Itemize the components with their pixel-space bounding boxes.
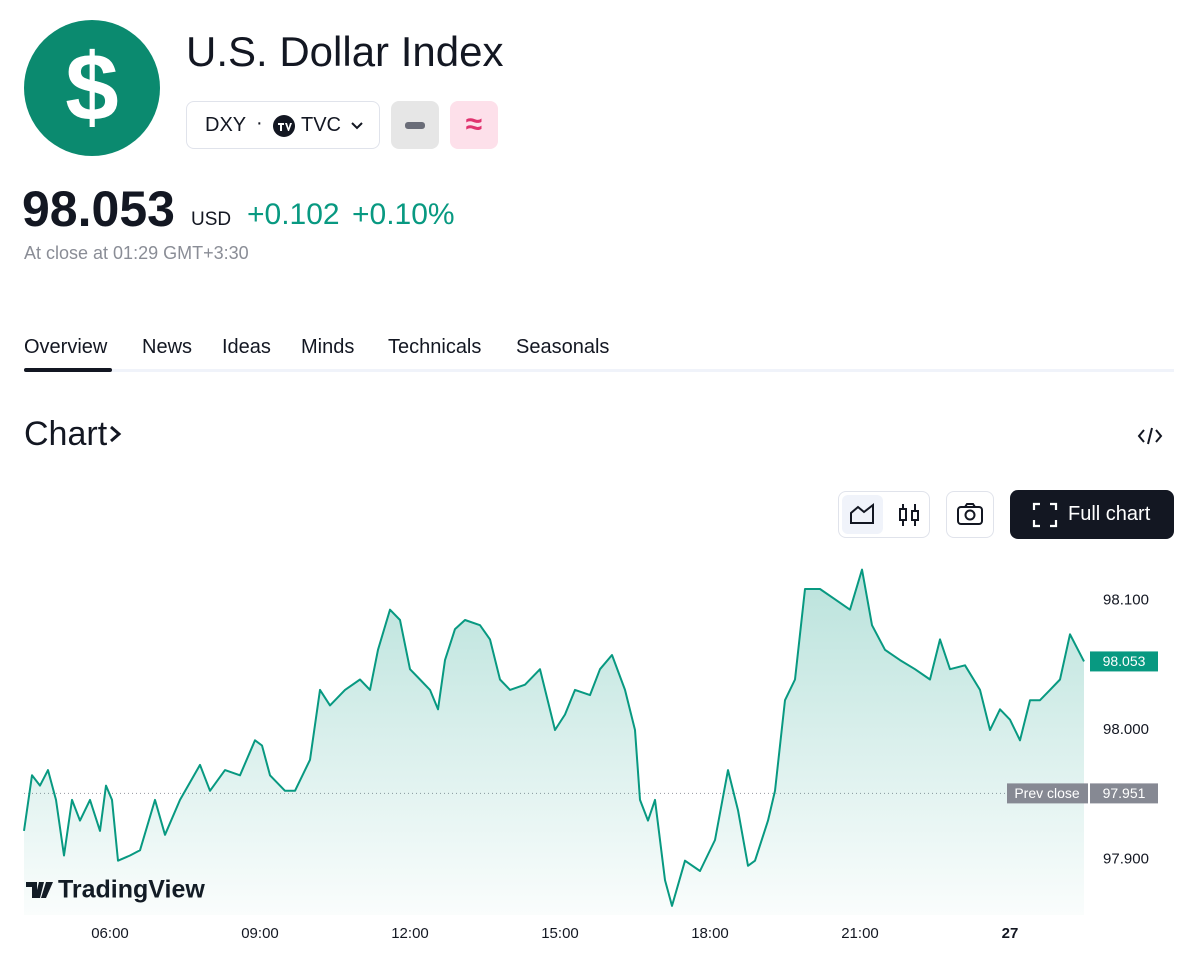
exchange: TVC: [301, 114, 341, 136]
line: [23, 568, 1085, 907]
x-tick-label: 15:00: [541, 925, 579, 942]
snapshot-button[interactable]: [946, 491, 994, 538]
chart: TradingView97.90098.00098.10006:0009:001…: [23, 568, 1158, 942]
tab[interactable]: Ideas: [222, 336, 271, 358]
prev-close-value-tag: [1090, 783, 1158, 804]
last-price: 98.053: [1103, 653, 1146, 669]
dash: [405, 122, 425, 129]
y-tick-label: 97.900: [1103, 850, 1149, 867]
pink-button[interactable]: ≈: [450, 101, 498, 149]
change-percent: +0.10%: [352, 198, 455, 231]
prev-close-tag: [1007, 783, 1088, 804]
active-tab-bar: [24, 368, 112, 372]
x-tick-label: 09:00: [241, 925, 279, 942]
x-tick-label: 06:00: [91, 925, 129, 942]
section-title[interactable]: Chart: [24, 415, 123, 454]
embed-icon[interactable]: [1137, 425, 1163, 447]
icon: $: [24, 20, 160, 156]
last-price-tag: [1090, 651, 1158, 672]
y-tick-label: 98.100: [1103, 592, 1149, 609]
area: [24, 569, 1084, 915]
tab[interactable]: Technicals: [388, 336, 482, 358]
gray-button[interactable]: [391, 101, 439, 149]
status: At close at 01:29 GMT+3:30: [24, 243, 249, 263]
title: U.S. Dollar Index: [186, 28, 504, 75]
chevron: [110, 425, 122, 443]
x-tick-label: 12:00: [391, 925, 429, 942]
area-style-button[interactable]: [842, 495, 883, 534]
separator: ·: [256, 112, 263, 134]
prev-close-label: Prev close: [1014, 785, 1080, 801]
section-title-text: Chart: [24, 415, 108, 453]
fullscreen-icon: [1032, 502, 1058, 528]
symbol-button[interactable]: DXY · TVC: [186, 101, 380, 149]
candle-icon[interactable]: [891, 496, 927, 534]
symbol: DXY: [205, 114, 247, 136]
x-tick-label: 21:00: [841, 925, 879, 942]
x-tick-label: 27: [1002, 925, 1019, 942]
exchange-logo: [273, 115, 295, 137]
prev-close-value: 97.951: [1103, 785, 1146, 801]
full-chart-label: Full chart: [1068, 503, 1151, 525]
chevron: [351, 122, 363, 130]
currency: USD: [191, 209, 232, 230]
tab[interactable]: News: [142, 336, 193, 358]
area-icon: [850, 502, 874, 524]
tabs-rule: [24, 369, 1174, 372]
tab[interactable]: Overview: [24, 336, 108, 358]
y-tick-label: 98.000: [1103, 721, 1149, 738]
chart-style-group: [838, 491, 930, 538]
tab[interactable]: Minds: [301, 336, 355, 358]
price: 98.053: [22, 181, 175, 237]
tab[interactable]: Seasonals: [516, 336, 610, 358]
change: +0.102: [247, 198, 340, 231]
x-tick-label: 18:00: [691, 925, 729, 942]
camera-icon: [957, 503, 983, 525]
full-chart-button[interactable]: Full chart: [1010, 490, 1174, 539]
